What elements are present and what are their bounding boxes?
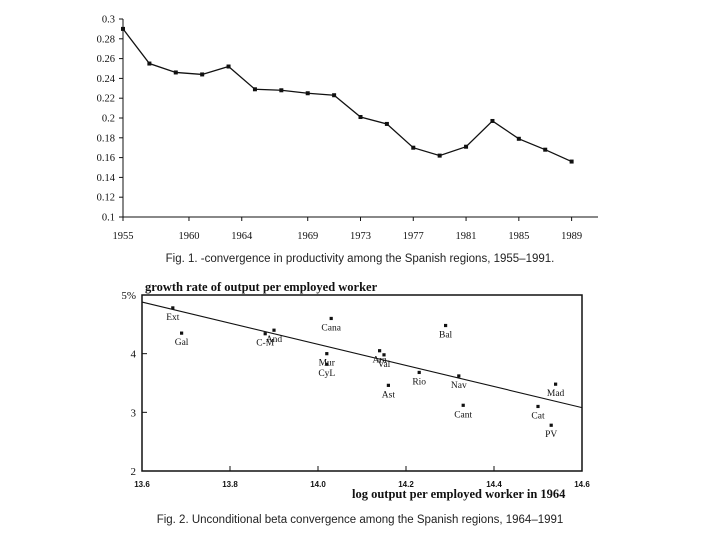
chart2-y-tick-label: 5% (121, 290, 136, 302)
chart1-data-point (226, 64, 231, 69)
chart2-point-label: Ara (372, 356, 387, 366)
chart1-y-tick-label: 0.14 (97, 173, 116, 184)
chart2-data-point (325, 362, 329, 366)
chart2-data-point (457, 374, 461, 378)
chart2-y-tick-label: 2 (131, 466, 137, 478)
chart2-x-tick-label: 14.4 (486, 480, 502, 489)
chart1-data-point (121, 26, 125, 31)
chart2-data-point (180, 331, 184, 335)
chart1-data-point (147, 61, 152, 66)
figure-1-caption: Fig. 1. -convergence in productivity amo… (165, 253, 555, 265)
chart1-x-tick-label: 1955 (113, 231, 134, 242)
chart1-data-point (437, 153, 442, 158)
chart2-data-point (444, 323, 448, 328)
chart2-title: growth rate of output per employed worke… (145, 280, 378, 294)
chart1-x-tick-label: 1964 (231, 231, 253, 242)
chart2-plot-frame (141, 294, 583, 472)
chart2-data-point (417, 370, 421, 375)
chart1-data-point (411, 145, 416, 150)
chart2-data-point (461, 403, 465, 407)
chart2-point-label: Cat (531, 411, 545, 421)
chart2-point-label: Val (378, 360, 391, 370)
chart2-point-label: Nav (451, 381, 467, 391)
chart1-y-tick-label: 0.22 (97, 94, 115, 105)
chart1-y-tick-label: 0.28 (97, 34, 115, 45)
chart1-y-tick-label: 0.24 (97, 74, 116, 85)
chart2-data-point (263, 332, 267, 336)
chart2-x-tick-label: 14.0 (310, 480, 326, 489)
chart2-x-axis-label: log output per employed worker in 1964 (352, 487, 566, 501)
chart1-data-point (252, 87, 257, 92)
chart1-series-line (122, 28, 572, 163)
chart2-data-point (171, 306, 175, 310)
chart1-y-tick-label: 0.26 (97, 54, 115, 65)
chart1-y-tick-label: 0.16 (97, 153, 115, 164)
chart1-x-tick-label: 1989 (561, 231, 582, 242)
chart2-data-point (536, 404, 540, 409)
chart2-point-label: Ast (382, 390, 396, 400)
chart2-point-label: And (266, 335, 283, 345)
chart1-data-point (305, 91, 310, 96)
chart2-regression-line (141, 301, 583, 409)
chart2-point-label: PV (545, 430, 557, 440)
chart-1: 0.3 0.28 0.26 0.24 0.22 0.2 0.18 0.16 0.14 0.12 0.… (97, 15, 598, 242)
chart1-data-point (516, 136, 521, 141)
chart2-point-label: C-M (256, 339, 275, 349)
chart1-data-point (384, 121, 389, 126)
chart1-x-tick-label: 1960 (178, 231, 199, 242)
chart1-data-point (569, 159, 574, 164)
chart2-data-point (549, 423, 553, 427)
chart1-data-point (490, 118, 495, 123)
chart2-data-point (325, 352, 329, 356)
chart1-data-point (332, 93, 337, 98)
chart1-y-tick-label: 0.1 (102, 213, 115, 224)
chart1-y-tick-label: 0.18 (97, 133, 115, 144)
chart2-x-tick-label: 14.2 (398, 480, 414, 489)
chart2-point-label: Cana (321, 323, 341, 333)
chart2-x-tick-label: 13.8 (222, 480, 238, 489)
chart1-x-tick-label: 1981 (456, 231, 477, 242)
chart2-point-label: Cant (454, 410, 472, 420)
chart1-data-point (358, 115, 363, 120)
chart1-y-tick-label: 0.12 (97, 193, 115, 204)
chart2-point-label: Bal (439, 331, 453, 341)
chart2-data-point (378, 349, 382, 353)
chart-2: growth rate of output per employed worke… (121, 280, 590, 501)
chart1-data-point (464, 144, 469, 149)
chart2-data-point (329, 316, 333, 321)
chart2-data-point (386, 383, 390, 387)
chart1-data-point (279, 88, 284, 93)
chart2-point-label: Ext (166, 313, 180, 323)
chart1-data-point (173, 70, 178, 75)
chart2-point-label: Gal (175, 338, 189, 348)
chart1-y-tick-label: 0.3 (102, 15, 115, 26)
chart1-data-point (200, 72, 205, 77)
chart1-x-tick-label: 1969 (297, 231, 318, 242)
chart2-point-label: CyL (318, 369, 335, 379)
chart2-data-point (272, 328, 276, 332)
chart2-data-point (382, 353, 386, 357)
chart1-x-tick-label: 1985 (508, 231, 529, 242)
chart1-x-tick-label: 1977 (403, 231, 424, 242)
chart1-y-tick-label: 0.2 (102, 114, 115, 125)
chart1-x-tick-label: 1973 (350, 231, 371, 242)
chart2-x-tick-label: 13.6 (134, 480, 150, 489)
chart2-x-tick-label: 14.6 (574, 480, 590, 489)
chart2-y-tick-label: 4 (131, 349, 137, 361)
chart2-y-tick-label: 3 (131, 407, 137, 419)
chart1-data-point (543, 147, 548, 152)
figure-2-caption: Fig. 2. Unconditional beta convergence a… (156, 514, 564, 526)
chart2-point-label: Mad (547, 389, 565, 399)
chart2-point-label: Rio (412, 377, 426, 387)
chart2-data-point (554, 382, 558, 386)
